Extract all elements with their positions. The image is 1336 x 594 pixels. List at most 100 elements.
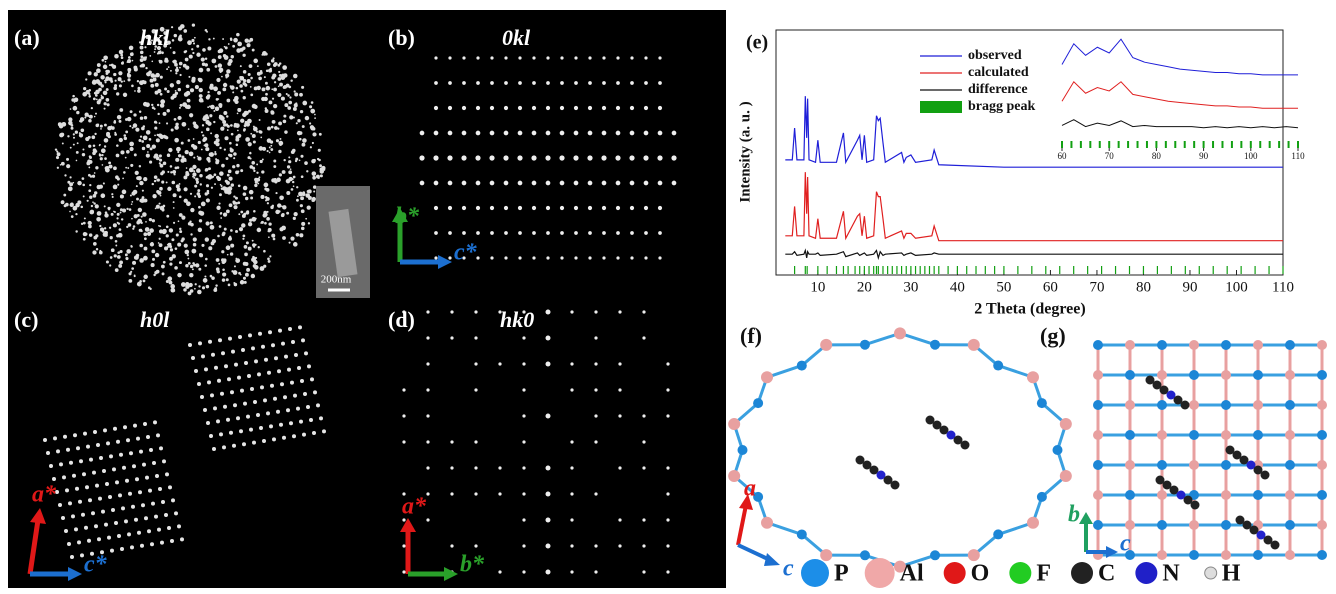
spot [560, 81, 564, 85]
spot [150, 147, 153, 150]
spot [290, 237, 294, 241]
spot [271, 88, 273, 90]
spot [95, 234, 98, 237]
spot [164, 88, 167, 91]
spot [273, 238, 276, 241]
atom [1317, 460, 1327, 470]
spot [297, 131, 301, 135]
spot [462, 106, 466, 110]
spot [164, 513, 168, 517]
spot [160, 172, 163, 175]
spot [166, 280, 169, 283]
spot [61, 162, 65, 166]
spot [223, 212, 227, 216]
spot [101, 84, 104, 87]
spot [313, 159, 316, 162]
spot [168, 66, 170, 68]
spot [82, 472, 86, 476]
atom [860, 340, 870, 350]
spot [560, 256, 563, 259]
spot [162, 272, 165, 275]
spot [268, 236, 270, 238]
spot [311, 101, 314, 104]
spot [188, 262, 191, 265]
spot [178, 154, 181, 157]
atom [993, 529, 1003, 539]
spot [120, 547, 124, 551]
spot [248, 73, 251, 76]
spot [277, 369, 281, 373]
spot [217, 379, 221, 383]
spot [244, 253, 248, 257]
spot [262, 158, 264, 160]
spot [522, 570, 525, 573]
spot [262, 51, 267, 56]
atom [1125, 490, 1135, 500]
spot [208, 340, 212, 344]
spot [205, 147, 209, 151]
spot [278, 71, 280, 73]
spot [150, 542, 154, 546]
spot [615, 155, 620, 160]
spot [88, 189, 91, 192]
inset-line [1062, 39, 1298, 75]
spot [190, 193, 192, 195]
spot [522, 492, 525, 495]
spot [546, 81, 550, 85]
spot [270, 145, 272, 147]
spot [89, 155, 91, 157]
spot [116, 234, 119, 237]
spot [83, 222, 86, 225]
spot [79, 132, 81, 134]
spot [237, 376, 241, 380]
spot [214, 173, 217, 176]
spot [103, 428, 107, 432]
spot [151, 502, 155, 506]
spot [267, 230, 269, 232]
spot [248, 222, 252, 226]
spot [137, 176, 141, 180]
spot [474, 336, 477, 339]
spot [219, 105, 222, 108]
spot [570, 570, 573, 573]
spot [250, 158, 252, 160]
spot [151, 249, 155, 253]
spot [99, 225, 101, 227]
spot [118, 77, 122, 81]
spot [43, 438, 47, 442]
spot [433, 155, 438, 160]
spot [217, 235, 220, 238]
spot [448, 56, 451, 59]
spot [123, 425, 127, 429]
spot [80, 206, 83, 209]
atom [1125, 430, 1135, 440]
spot [224, 55, 229, 60]
spot [152, 194, 156, 198]
spot [198, 141, 201, 144]
spot [306, 170, 308, 172]
spot [111, 248, 115, 252]
spot [126, 249, 131, 254]
spot [205, 258, 208, 261]
spot [227, 129, 229, 131]
spot [159, 238, 161, 240]
atom [820, 549, 832, 561]
spot [239, 429, 243, 433]
spot [271, 111, 275, 115]
atom [1125, 370, 1135, 380]
spot [419, 155, 424, 160]
spot [309, 418, 313, 422]
spot [296, 199, 299, 202]
spot [134, 255, 139, 260]
spot [294, 212, 298, 216]
spot [658, 206, 662, 210]
spot [312, 197, 316, 201]
spot [234, 363, 238, 367]
spot [109, 264, 111, 266]
spot [618, 466, 621, 469]
spot [140, 116, 143, 119]
spot [532, 131, 537, 136]
spot [245, 38, 249, 42]
atom [1189, 430, 1199, 440]
atom [1157, 520, 1167, 530]
